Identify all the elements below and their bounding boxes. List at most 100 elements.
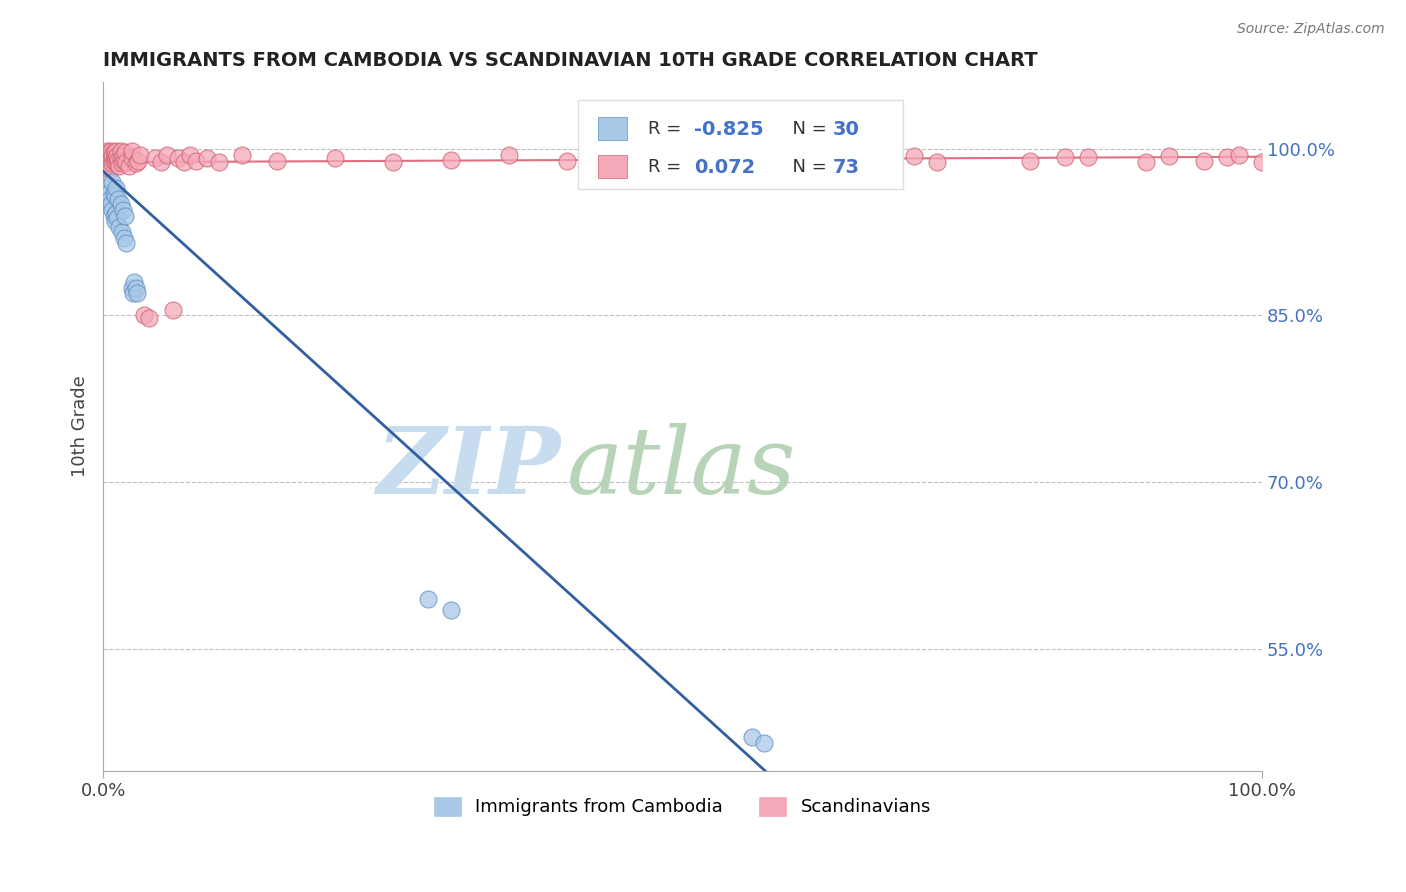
Point — [381, 155, 404, 169]
Point — [110, 197, 132, 211]
FancyBboxPatch shape — [578, 100, 903, 189]
Point — [97, 186, 120, 201]
Point — [100, 144, 122, 158]
Point — [121, 281, 143, 295]
Point — [162, 302, 184, 317]
FancyBboxPatch shape — [598, 155, 627, 178]
Point — [98, 192, 121, 206]
Y-axis label: 10th Grade: 10th Grade — [72, 376, 89, 477]
Point — [104, 144, 127, 158]
Point — [197, 151, 219, 165]
Point — [1251, 155, 1274, 169]
Point — [498, 147, 520, 161]
Point — [124, 156, 146, 170]
Point — [127, 154, 149, 169]
Point — [97, 156, 120, 170]
Point — [96, 155, 118, 169]
Point — [115, 236, 138, 251]
Text: atlas: atlas — [567, 423, 796, 513]
Point — [752, 736, 775, 750]
Text: N =: N = — [780, 120, 832, 138]
Text: 30: 30 — [834, 120, 860, 139]
Point — [266, 154, 288, 169]
Point — [173, 155, 195, 169]
Point — [1077, 150, 1099, 164]
Point — [1192, 154, 1215, 169]
Point — [124, 275, 146, 289]
Point — [97, 145, 120, 160]
Point — [101, 147, 124, 161]
Point — [138, 310, 160, 325]
Point — [1135, 155, 1157, 169]
Point — [104, 206, 127, 220]
Point — [96, 181, 118, 195]
Point — [1053, 150, 1076, 164]
Point — [112, 231, 135, 245]
Point — [104, 152, 127, 166]
Point — [103, 186, 125, 201]
Point — [648, 152, 671, 166]
Point — [114, 145, 136, 160]
Text: -0.825: -0.825 — [695, 120, 763, 139]
Point — [101, 175, 124, 189]
Point — [97, 153, 120, 167]
Point — [104, 155, 127, 169]
Point — [1019, 154, 1042, 169]
Point — [555, 154, 578, 169]
Point — [671, 152, 693, 166]
Point — [105, 211, 128, 225]
Point — [104, 188, 127, 202]
Point — [208, 155, 231, 169]
Point — [98, 147, 121, 161]
Text: R =: R = — [648, 159, 686, 177]
Point — [111, 148, 134, 162]
Text: ZIP: ZIP — [377, 423, 561, 513]
Point — [122, 286, 145, 301]
Point — [121, 151, 143, 165]
Point — [107, 153, 129, 167]
Point — [108, 219, 131, 234]
Point — [167, 151, 190, 165]
Point — [104, 214, 127, 228]
Point — [114, 209, 136, 223]
Point — [98, 155, 121, 169]
Legend: Immigrants from Cambodia, Scandinavians: Immigrants from Cambodia, Scandinavians — [426, 789, 938, 823]
Point — [179, 147, 201, 161]
Point — [124, 281, 146, 295]
Point — [184, 154, 207, 169]
Point — [741, 731, 763, 745]
Point — [98, 163, 121, 178]
Point — [103, 145, 125, 160]
Point — [132, 309, 155, 323]
Point — [323, 151, 346, 165]
Point — [110, 144, 132, 158]
Point — [110, 151, 132, 165]
Text: N =: N = — [780, 159, 832, 177]
Point — [105, 148, 128, 162]
Point — [107, 192, 129, 206]
Text: 0.072: 0.072 — [695, 158, 755, 177]
Point — [101, 156, 124, 170]
Point — [440, 603, 463, 617]
Point — [101, 202, 124, 217]
Point — [416, 591, 439, 606]
Point — [104, 181, 127, 195]
Point — [150, 155, 173, 169]
Point — [100, 151, 122, 165]
Point — [96, 144, 118, 158]
Point — [143, 151, 166, 165]
Text: IMMIGRANTS FROM CAMBODIA VS SCANDINAVIAN 10TH GRADE CORRELATION CHART: IMMIGRANTS FROM CAMBODIA VS SCANDINAVIAN… — [103, 51, 1038, 70]
Point — [111, 225, 134, 239]
Point — [903, 148, 925, 162]
Point — [100, 197, 122, 211]
FancyBboxPatch shape — [598, 118, 627, 140]
Point — [105, 156, 128, 170]
Point — [103, 209, 125, 223]
Point — [108, 159, 131, 173]
Point — [125, 286, 148, 301]
Point — [93, 153, 115, 167]
Point — [117, 159, 139, 173]
Point — [1159, 148, 1181, 162]
Point — [94, 147, 117, 161]
Point — [1227, 147, 1250, 161]
